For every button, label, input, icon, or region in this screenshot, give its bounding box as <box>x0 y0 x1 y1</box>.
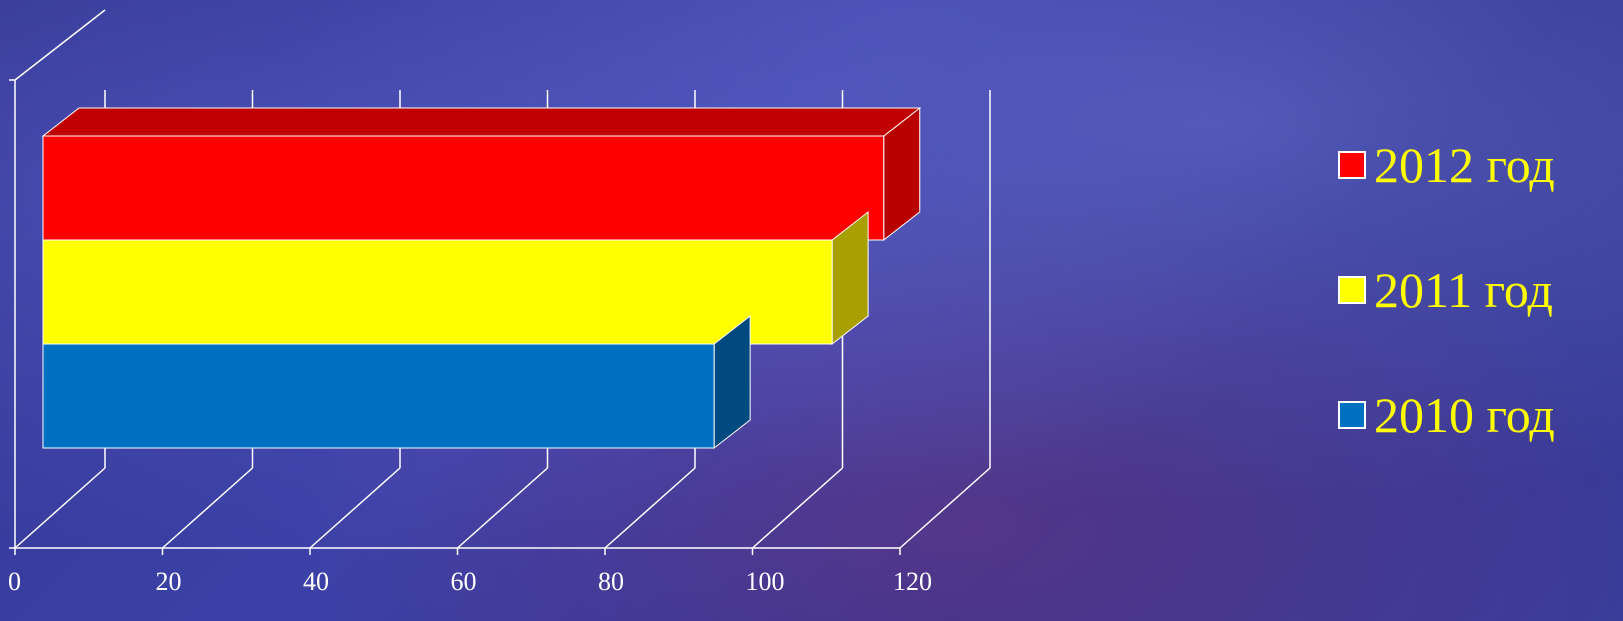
bar-2012 <box>42 135 885 241</box>
floor-gridline <box>604 467 696 549</box>
bar-2011 <box>42 239 833 345</box>
floor-gridline <box>309 467 401 549</box>
bar-2010 <box>42 343 715 449</box>
x-tick-label: 20 <box>156 567 182 596</box>
floor-gridline <box>457 467 548 549</box>
x-tick-label: 100 <box>746 567 785 596</box>
x-tick-label: 0 <box>8 567 21 596</box>
legend-item-2011: 2011 год <box>1338 255 1553 325</box>
legend-swatch-2011 <box>1338 276 1366 304</box>
x-tick-label: 120 <box>893 567 932 596</box>
legend-label-2011: 2011 год <box>1374 262 1553 318</box>
legend-item-2010: 2010 год <box>1338 380 1555 450</box>
legend-label-2012: 2012 год <box>1374 137 1555 193</box>
x-tick-label: 80 <box>598 567 624 596</box>
legend-swatch-2010 <box>1338 401 1366 429</box>
legend: 2012 год 2011 год 2010 год <box>1338 130 1623 460</box>
x-tick-label: 40 <box>303 567 329 596</box>
floor-gridline <box>752 467 843 549</box>
x-tick-label: 60 <box>451 567 477 596</box>
legend-item-2012: 2012 год <box>1338 130 1555 200</box>
floor-gridline <box>162 467 253 549</box>
legend-swatch-2012 <box>1338 151 1366 179</box>
bar-top-2012 <box>41 107 922 137</box>
legend-label-2010: 2010 год <box>1374 387 1555 443</box>
floor-gridline <box>14 467 106 549</box>
floor-gridline <box>899 467 991 549</box>
left-wall-top-edge <box>14 9 106 81</box>
